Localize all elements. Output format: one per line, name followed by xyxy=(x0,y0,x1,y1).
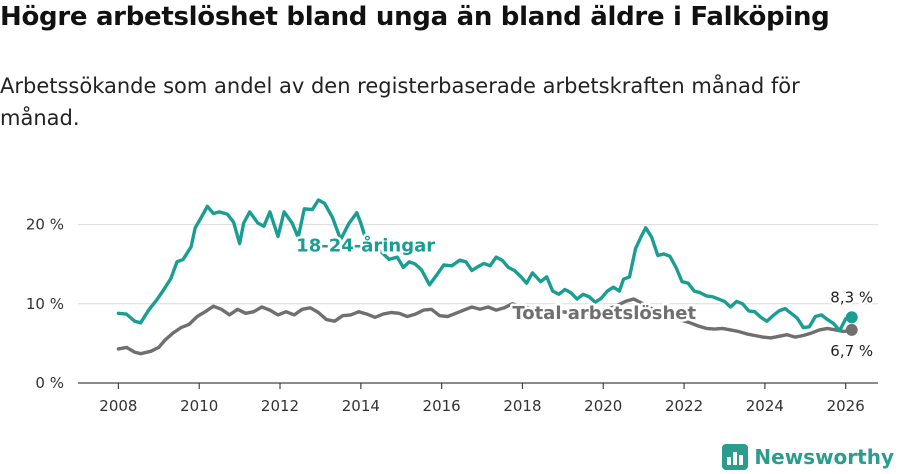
chart-subtitle: Arbetssökande som andel av den registerb… xyxy=(0,74,800,130)
brand-name: Newsworthy xyxy=(754,445,894,469)
series-lines xyxy=(116,198,858,356)
x-axis-ticks: 2008 2010 2012 2014 2016 2018 2020 2022 2024 2026 xyxy=(78,382,878,415)
x-tick-label: 2026 xyxy=(827,397,865,415)
series-label-total: Total arbetslöshet xyxy=(512,303,696,324)
x-tick-label: 2010 xyxy=(180,397,218,415)
series-label-youth: 18-24-åringar xyxy=(296,235,435,257)
series-line-total xyxy=(116,297,854,356)
x-tick-label: 2018 xyxy=(503,397,541,415)
x-tick-label: 2014 xyxy=(342,397,380,415)
series-end-point-youth xyxy=(845,311,858,324)
series-end-point-total xyxy=(845,323,858,336)
series-labels: 18-24-åringar Total arbetslöshet 8,3 % 6,7 … xyxy=(294,232,876,362)
x-tick-label: 2012 xyxy=(261,397,299,415)
y-axis-ticks: 0 % 10 % 20 % xyxy=(26,216,64,392)
end-value-label-youth: 8,3 % xyxy=(830,288,873,306)
y-tick-label: 20 % xyxy=(26,216,64,234)
chart-title: Högre arbetslöshet bland unga än bland ä… xyxy=(0,2,830,32)
newsworthy-logo: Newsworthy xyxy=(722,444,894,470)
x-tick-label: 2022 xyxy=(665,397,703,415)
y-tick-label: 10 % xyxy=(26,295,64,313)
x-tick-label: 2016 xyxy=(423,397,461,415)
bar-chart-logo-icon xyxy=(722,444,749,470)
x-tick-label: 2008 xyxy=(99,397,137,415)
series-line-youth xyxy=(116,198,854,333)
x-tick-label: 2024 xyxy=(746,397,784,415)
end-value-label-total: 6,7 % xyxy=(830,342,873,360)
x-tick-label: 2020 xyxy=(584,397,622,415)
grid-lines xyxy=(78,224,878,305)
y-tick-label: 0 % xyxy=(35,374,64,392)
